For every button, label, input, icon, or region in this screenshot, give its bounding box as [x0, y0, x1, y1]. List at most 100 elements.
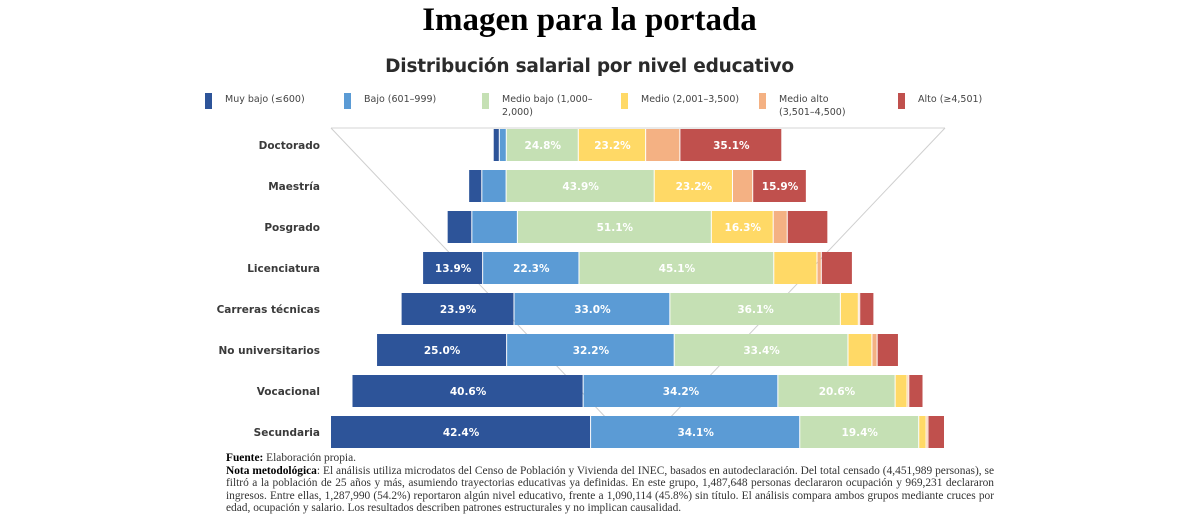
- bar-segment: [711, 211, 773, 243]
- legend-item-medio: Medio (2,001–3,500): [621, 93, 761, 109]
- legend-swatch: [898, 93, 905, 109]
- data-label: 22.3%: [513, 263, 550, 275]
- bar-segment: [778, 375, 895, 407]
- methodology-note: Nota metodológica: El análisis utiliza m…: [226, 465, 994, 515]
- bar-segment: [919, 416, 926, 448]
- bar-segment: [583, 375, 778, 407]
- methodology-text: : El análisis utiliza microdatos del Cen…: [226, 464, 994, 515]
- bar-segment: [493, 129, 499, 161]
- bar-segment: [753, 170, 806, 202]
- chart-legend: Muy bajo (≤600) Bajo (601–999) Medio baj…: [0, 93, 1179, 123]
- data-label: 51.1%: [597, 222, 634, 234]
- data-label: 36.1%: [737, 304, 774, 316]
- bar-segment: [817, 252, 821, 284]
- bar-segment: [514, 293, 670, 325]
- data-label: 33.4%: [743, 345, 780, 357]
- chart-title: Distribución salarial por nivel educativ…: [385, 56, 794, 77]
- bar-segment: [895, 375, 907, 407]
- category-label: Doctorado: [259, 140, 320, 152]
- data-label: 25.0%: [424, 345, 461, 357]
- bar-segment: [800, 416, 919, 448]
- bar-segment: [578, 129, 646, 161]
- bar-segment: [877, 334, 898, 366]
- bar-segment: [469, 170, 482, 202]
- data-label: 16.3%: [725, 222, 762, 234]
- bar-segment: [499, 129, 506, 161]
- bar-segment: [926, 416, 928, 448]
- category-label: Licenciatura: [247, 263, 320, 275]
- bar-segment: [482, 170, 506, 202]
- source-note: Fuente: Elaboración propia.: [226, 452, 994, 465]
- legend-item-alto: Alto (≥4,501): [898, 93, 1008, 109]
- data-label: 15.9%: [762, 181, 799, 193]
- bar-segment: [377, 334, 507, 366]
- data-label: 40.6%: [450, 386, 487, 398]
- bar-segment: [654, 170, 732, 202]
- category-label: Vocacional: [257, 386, 320, 398]
- data-label: 24.8%: [525, 140, 562, 152]
- bar-segment: [472, 211, 517, 243]
- data-label: 23.9%: [440, 304, 477, 316]
- bar-segment: [858, 293, 860, 325]
- bar-segment: [774, 252, 817, 284]
- data-label: 34.1%: [677, 427, 714, 439]
- bar-segment: [907, 375, 909, 407]
- bar-segment: [928, 416, 944, 448]
- legend-swatch: [621, 93, 628, 109]
- bar-segment: [506, 129, 578, 161]
- legend-item-bajo: Bajo (601–999): [344, 93, 474, 109]
- bar-segment: [447, 211, 472, 243]
- bar-segment: [506, 170, 654, 202]
- bar-segment: [483, 252, 579, 284]
- legend-label: Medio bajo (1,000–2,000): [502, 94, 593, 118]
- data-label: 32.2%: [573, 345, 610, 357]
- bar-segment: [821, 252, 852, 284]
- bar-segment: [787, 211, 828, 243]
- source-label: Fuente:: [226, 452, 264, 464]
- chart-notes: Fuente: Elaboración propia. Nota metodol…: [226, 452, 994, 515]
- data-label: 23.2%: [676, 181, 713, 193]
- legend-label: Muy bajo (≤600): [225, 94, 305, 105]
- data-label: 20.6%: [819, 386, 856, 398]
- legend-label: Bajo (601–999): [364, 94, 437, 105]
- bar-segment: [909, 375, 923, 407]
- bar-segment: [591, 416, 800, 448]
- data-label: 13.9%: [435, 263, 472, 275]
- bar-segment: [423, 252, 483, 284]
- data-label: 33.0%: [574, 304, 611, 316]
- legend-label: Alto (≥4,501): [918, 94, 983, 105]
- category-label: Posgrado: [264, 222, 320, 234]
- methodology-label-1: Nota: [226, 464, 253, 477]
- data-label: 43.9%: [562, 181, 599, 193]
- bar-segment: [670, 293, 840, 325]
- bar-segment: [872, 334, 877, 366]
- bar-segment: [732, 170, 753, 202]
- legend-item-medio-alto: Medio alto (3,501–4,500): [759, 93, 867, 119]
- data-label: 45.1%: [659, 263, 696, 275]
- legend-swatch: [205, 93, 212, 109]
- category-label: Maestría: [268, 181, 320, 193]
- bar-segment: [680, 129, 782, 161]
- legend-label: Medio alto (3,501–4,500): [779, 94, 846, 118]
- category-label: Secundaria: [254, 427, 320, 439]
- source-text: Elaboración propia.: [263, 452, 356, 464]
- methodology-label-2: metodológica: [252, 464, 317, 477]
- data-label: 19.4%: [842, 427, 879, 439]
- bar-segment: [579, 252, 774, 284]
- category-label: Carreras técnicas: [217, 304, 320, 316]
- bar-segment: [517, 211, 711, 243]
- page-title: Imagen para la portada: [422, 2, 757, 38]
- category-label: No universitarios: [218, 345, 320, 357]
- legend-label: Medio (2,001–3,500): [641, 94, 740, 105]
- bar-segment: [352, 375, 583, 407]
- bar-segment: [507, 334, 674, 366]
- data-label: 23.2%: [594, 140, 631, 152]
- legend-swatch: [759, 93, 766, 109]
- legend-swatch: [482, 93, 489, 109]
- bar-segment: [848, 334, 872, 366]
- bar-segment: [646, 129, 680, 161]
- bar-segment: [674, 334, 848, 366]
- data-label: 35.1%: [713, 140, 750, 152]
- legend-item-medio-bajo: Medio bajo (1,000–2,000): [482, 93, 600, 119]
